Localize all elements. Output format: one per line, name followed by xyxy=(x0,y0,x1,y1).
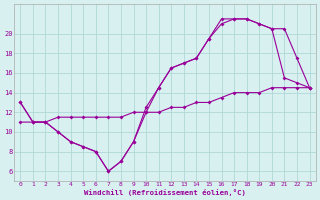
X-axis label: Windchill (Refroidissement éolien,°C): Windchill (Refroidissement éolien,°C) xyxy=(84,189,246,196)
